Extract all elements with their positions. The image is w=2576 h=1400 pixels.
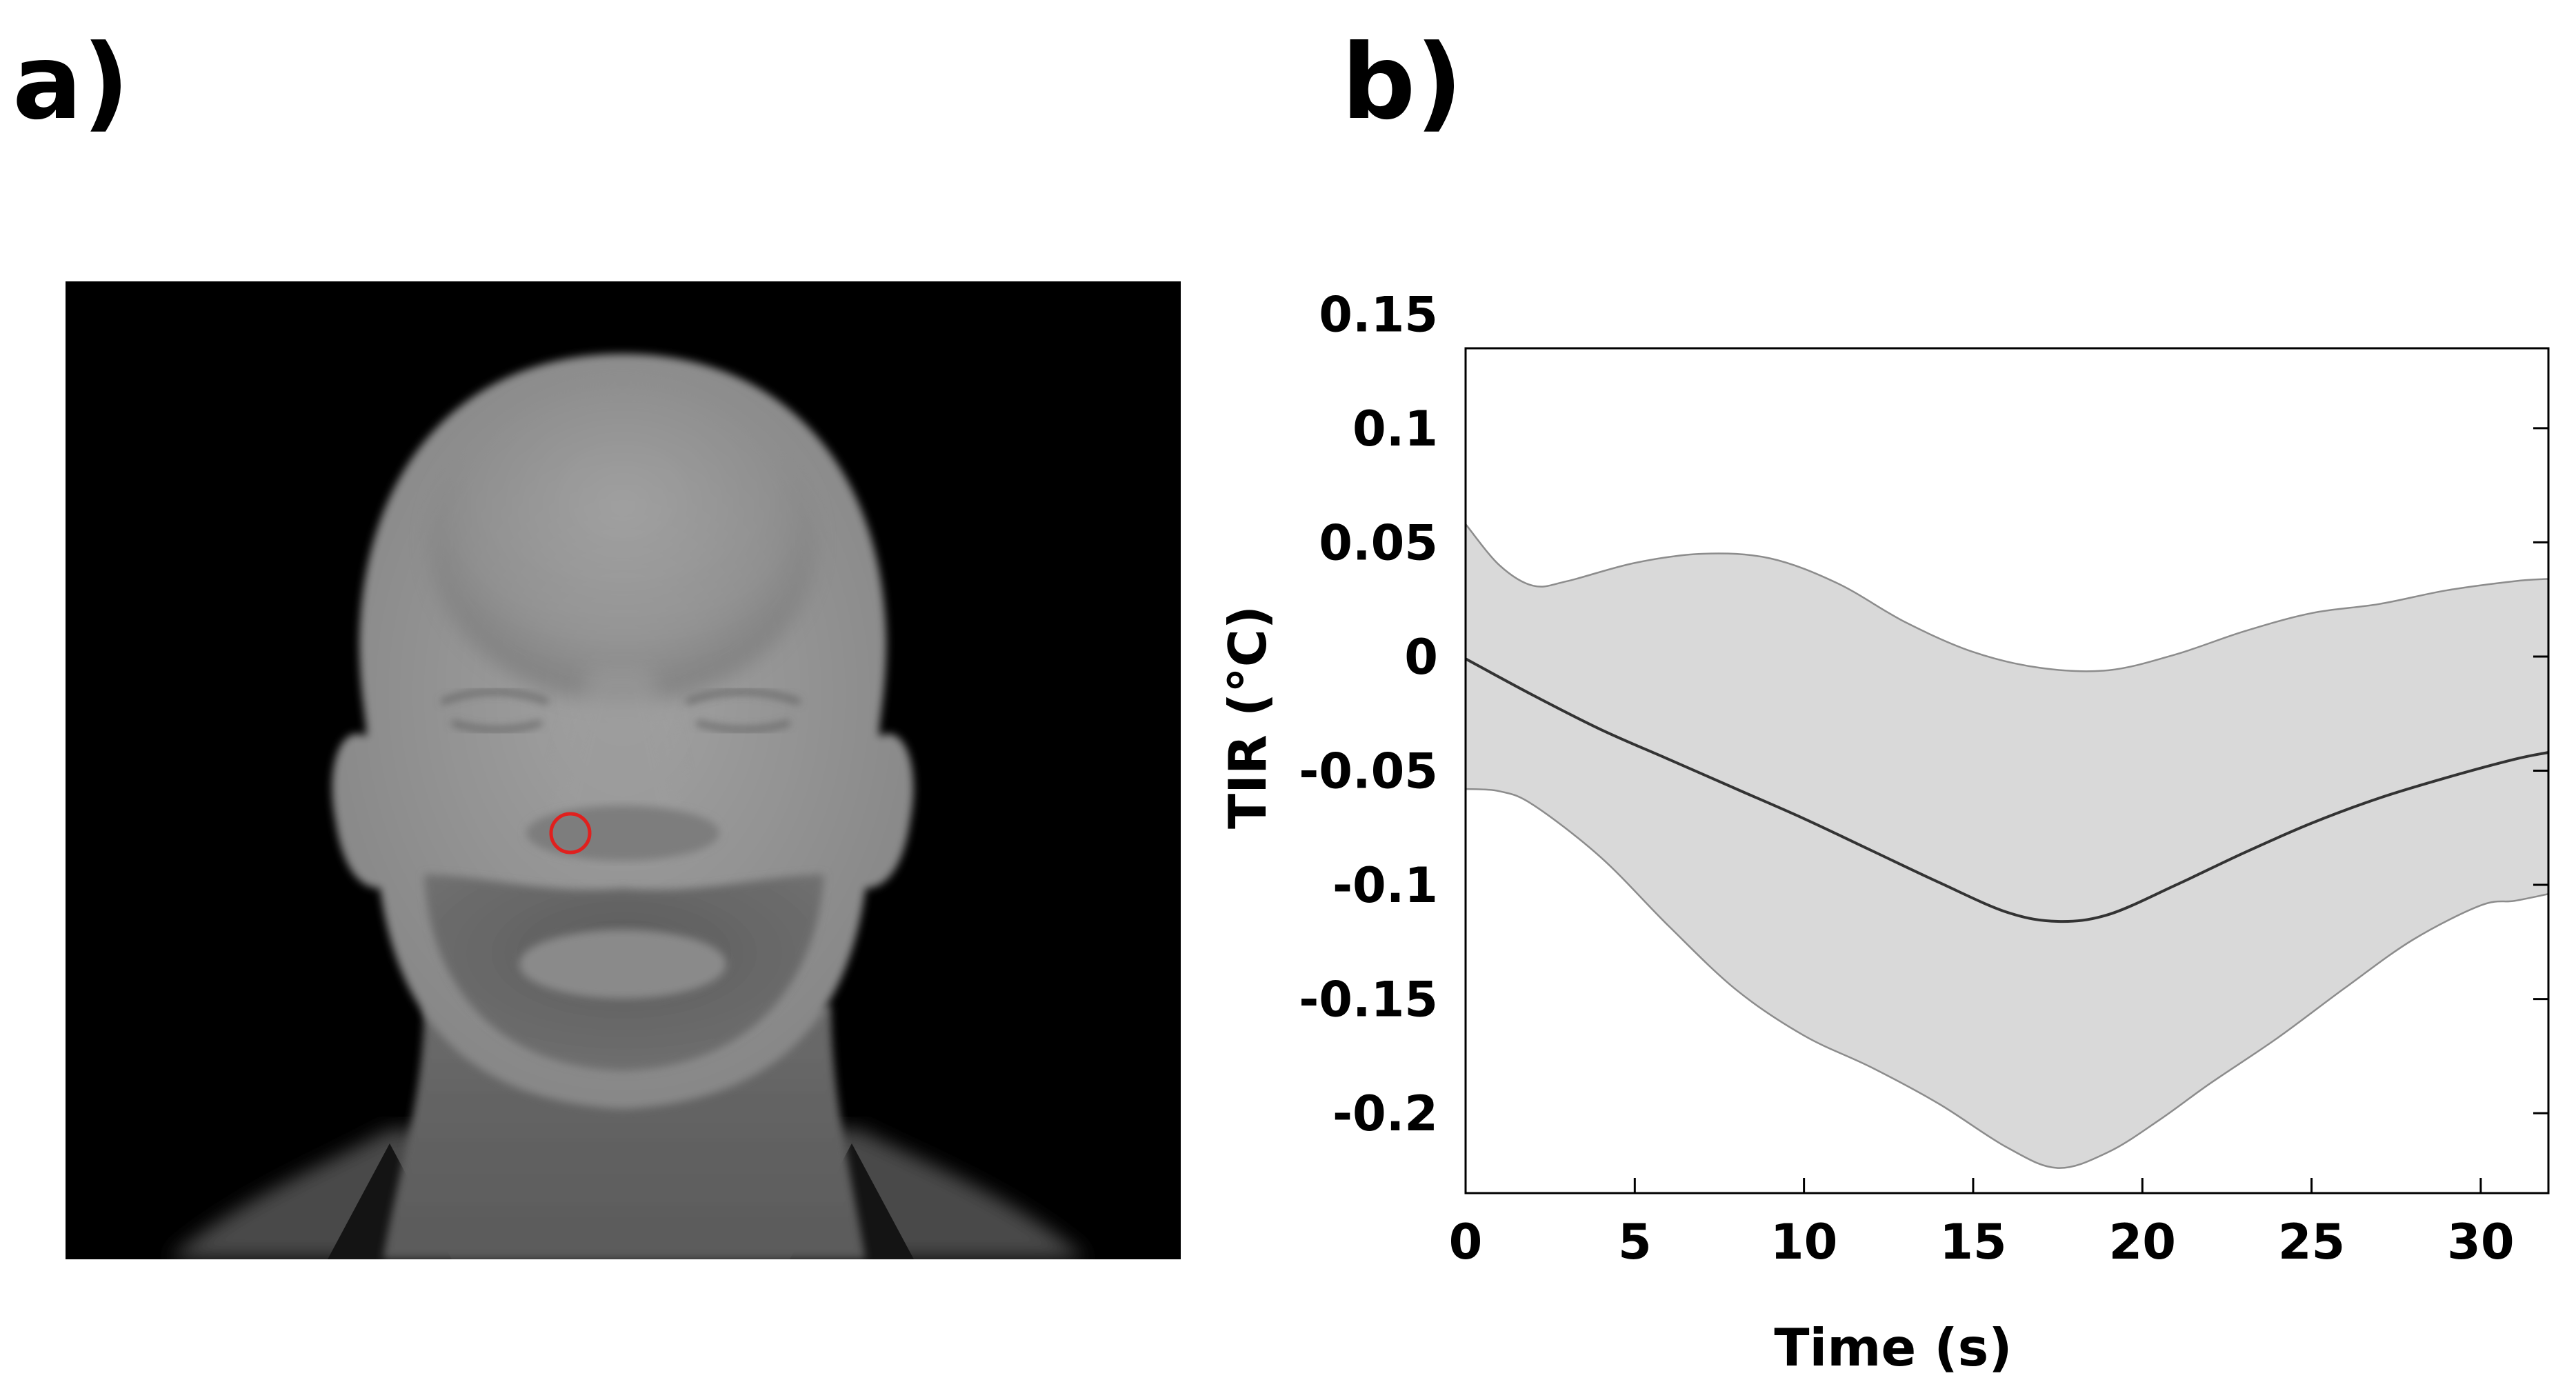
y-tick-label: -0.2	[1332, 1086, 1438, 1142]
y-axis-label: TIR (°C)	[1217, 606, 1278, 829]
y-tick-label: 0.1	[1352, 401, 1438, 457]
x-tick-label: 15	[1939, 1214, 2006, 1270]
x-axis-label: Time (s)	[1774, 1317, 2012, 1378]
eyes	[440, 690, 801, 732]
nostrils	[526, 806, 719, 861]
mean-line	[1465, 657, 2549, 923]
y-tick-label: -0.05	[1299, 743, 1438, 800]
y-tick-label: -0.15	[1299, 972, 1438, 1028]
x-tick-label: 25	[2278, 1214, 2345, 1270]
mouth	[519, 930, 726, 999]
x-tick-label: 30	[2447, 1214, 2514, 1270]
x-tick-label: 10	[1770, 1214, 1837, 1270]
x-tick-label: 5	[1618, 1214, 1652, 1270]
line-chart: 0 5 10 15 20 25 30 0.15 0.1 0.05 0 -0.05 -0.1 -0.15 -0…	[1217, 286, 2550, 1378]
nose	[548, 668, 686, 840]
y-tick-label: 0	[1404, 629, 1438, 686]
confidence-band	[1466, 523, 2548, 1168]
x-tick-label: 0	[1449, 1214, 1483, 1270]
forehead-highlight	[430, 385, 816, 702]
thermal-face-image	[66, 281, 1181, 1259]
upper-band-edge	[1465, 523, 2549, 672]
panel-label-b: b)	[1341, 23, 1463, 143]
panel-label-a: a)	[12, 23, 130, 143]
x-tick-label: 20	[2109, 1214, 2176, 1270]
y-tick-label: 0.15	[1319, 286, 1438, 343]
nostril-roi-marker	[549, 812, 592, 854]
y-tick-label: -0.1	[1332, 857, 1438, 914]
y-tick-label: 0.05	[1319, 514, 1438, 571]
lower-band-edge	[1465, 788, 2549, 1169]
